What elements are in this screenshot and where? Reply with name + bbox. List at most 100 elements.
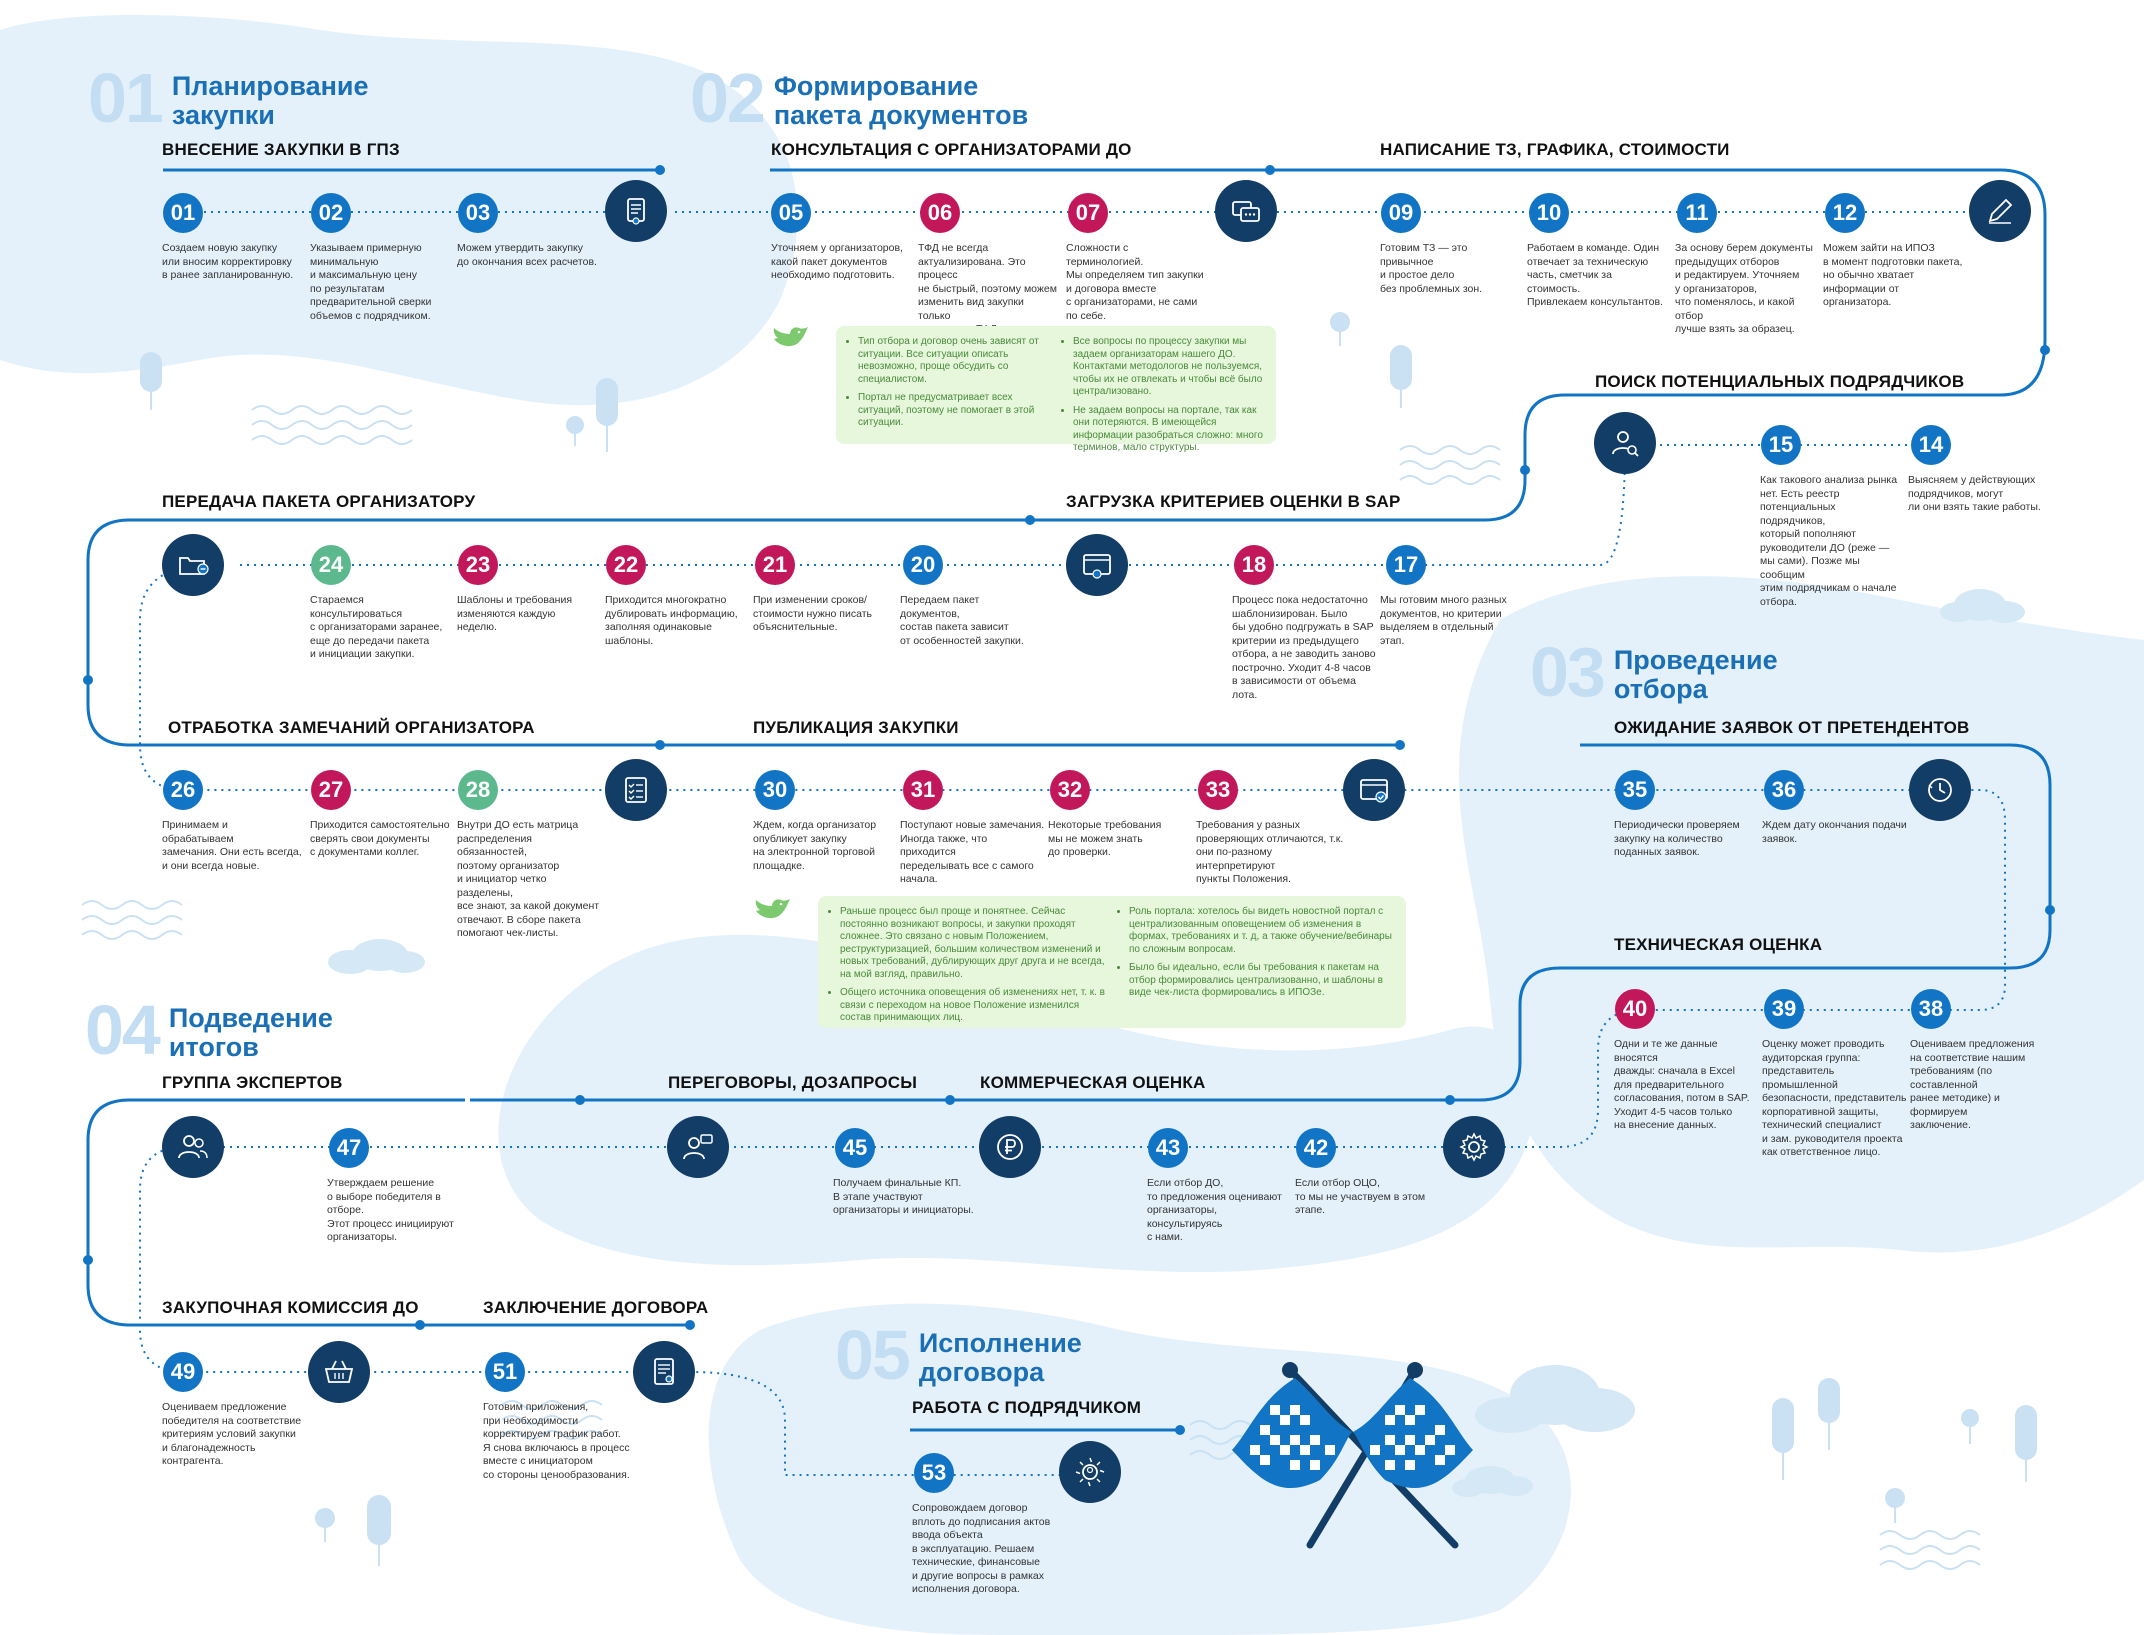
pen-icon xyxy=(1969,180,2031,242)
step-49-desc: Оцениваем предложение победителя на соот… xyxy=(162,1401,302,1467)
step-30-desc: Ждем, когда организатор опубликует закуп… xyxy=(753,819,877,872)
step-32-desc: Некоторые требования мы не можем знать д… xyxy=(1048,819,1162,858)
step-10: 10 xyxy=(1529,193,1569,233)
step-28-desc: Внутри ДО есть матрица распределения обя… xyxy=(457,819,600,939)
step-33: 33 xyxy=(1198,770,1238,810)
step-23-desc: Шаблоны и требования изменяются каждую н… xyxy=(457,594,573,633)
step-01: 01 xyxy=(163,193,203,233)
section-negot: ПЕРЕГОВОРЫ, ДОЗАПРОСЫ xyxy=(668,1073,918,1092)
step-11-desc: За основу берем документы предыдущих отб… xyxy=(1675,242,1813,335)
step-45-desc: Получаем финальные КП. В этапе участвуют… xyxy=(833,1177,974,1216)
section-tz: НАПИСАНИЕ ТЗ, ГРАФИКА, СТОИМОСТИ xyxy=(1380,140,1730,159)
section-commission: ЗАКУПОЧНАЯ КОМИССИЯ ДО xyxy=(162,1298,419,1317)
step-36: 36 xyxy=(1764,770,1804,810)
section-experts: ГРУППА ЭКСПЕРТОВ xyxy=(162,1073,343,1092)
step-05-desc: Уточняем у организаторов, какой пакет до… xyxy=(771,242,903,281)
step-06: 06 xyxy=(920,193,960,233)
step-14: 14 xyxy=(1911,425,1951,465)
step-22: 22 xyxy=(606,545,646,585)
step-15: 15 xyxy=(1761,425,1801,465)
tree xyxy=(1390,345,1412,408)
step-33-desc: Требования у разных проверяющих отличают… xyxy=(1196,819,1344,885)
step-24: 24 xyxy=(311,545,351,585)
phase-01-title: 01 Планирование закупки xyxy=(88,59,369,137)
ruble-icon xyxy=(979,1116,1041,1178)
phase-03-title: 03 Проведение отбора xyxy=(1530,633,1778,711)
step-24-desc: Стараемся консультироваться с организато… xyxy=(310,594,443,660)
step-27: 27 xyxy=(311,770,351,810)
section-transfer: ПЕРЕДАЧА ПАКЕТА ОРГАНИЗАТОРУ xyxy=(162,492,476,511)
section-gpz: ВНЕСЕНИЕ ЗАКУПКИ В ГПЗ xyxy=(162,140,400,159)
step-26-desc: Принимаем и обрабатываем замечания. Они … xyxy=(162,819,302,872)
chat-icon xyxy=(1215,180,1277,242)
step-21: 21 xyxy=(755,545,795,585)
step-35: 35 xyxy=(1615,770,1655,810)
cloud xyxy=(1475,1365,1635,1433)
browser-check-icon xyxy=(1343,759,1405,821)
negotiation-person-icon xyxy=(667,1116,729,1178)
cloud xyxy=(1452,1466,1533,1497)
note-item: Раньше процесс был проще и понятнее. Сей… xyxy=(840,906,1105,981)
step-26: 26 xyxy=(163,770,203,810)
step-27-desc: Приходится самостоятельно сверять свои д… xyxy=(310,819,450,858)
blob-phase-04 xyxy=(498,934,1536,1273)
step-09: 09 xyxy=(1381,193,1421,233)
step-53: 53 xyxy=(914,1453,954,1493)
note-item: Тип отбора и договор очень зависят от си… xyxy=(858,336,1049,386)
section-consult: КОНСУЛЬТАЦИЯ С ОРГАНИЗАТОРАМИ ДО xyxy=(771,140,1132,159)
section-sap: ЗАГРУЗКА КРИТЕРИЕВ ОЦЕНКИ В SAP xyxy=(1066,492,1401,511)
checklist-icon xyxy=(605,759,667,821)
note-publish: Раньше процесс был проще и понятнее. Сей… xyxy=(818,896,1406,1028)
bird-icon xyxy=(755,899,790,919)
step-07: 07 xyxy=(1068,193,1108,233)
search-person-icon xyxy=(1594,412,1656,474)
step-49: 49 xyxy=(163,1352,203,1392)
step-03-desc: Можем утвердить закупку до окончания все… xyxy=(457,242,597,268)
tree xyxy=(140,352,162,410)
step-40-desc: Одни и те же данные вносятся дважды: сна… xyxy=(1614,1038,1750,1131)
step-43-desc: Если отбор ДО, то предложения оценивают … xyxy=(1147,1177,1282,1243)
blob-phase-01 xyxy=(0,15,798,406)
step-15-desc: Как такового анализа рынка нет. Есть рее… xyxy=(1760,474,1898,608)
note-publish-left: Раньше процесс был проще и понятнее. Сей… xyxy=(830,906,1105,1023)
step-07-desc: Сложности с терминологией. Мы определяем… xyxy=(1066,242,1204,322)
step-12: 12 xyxy=(1825,193,1865,233)
step-17: 17 xyxy=(1386,545,1426,585)
step-42: 42 xyxy=(1296,1128,1336,1168)
step-39-desc: Оценку может проводить аудиторская групп… xyxy=(1762,1038,1907,1158)
step-43: 43 xyxy=(1148,1128,1188,1168)
gear-icon xyxy=(1443,1116,1505,1178)
document-icon xyxy=(605,180,667,242)
blob-phase-05 xyxy=(708,1303,1571,1635)
step-17-desc: Мы готовим много разных документов, но к… xyxy=(1380,594,1507,647)
step-02: 02 xyxy=(311,193,351,233)
step-51-desc: Готовим приложения, при необходимости ко… xyxy=(483,1401,630,1481)
note-item: Портал не предусматривает всех ситуаций,… xyxy=(858,392,1049,430)
step-28: 28 xyxy=(458,770,498,810)
handshake-icon xyxy=(1059,1441,1121,1503)
cloud xyxy=(1940,589,2025,623)
step-42-desc: Если отбор ОЦО, то мы не участвуем в это… xyxy=(1295,1177,1426,1216)
step-53-desc: Сопровождаем договор вплоть до подписани… xyxy=(912,1502,1051,1595)
note-publish-right: Роль портала: хотелось бы видеть новостн… xyxy=(1119,906,1394,1018)
note-item: Не задаем вопросы на портале, так как он… xyxy=(1073,405,1264,455)
tree xyxy=(1772,1378,2037,1523)
step-11: 11 xyxy=(1677,193,1717,233)
step-47-desc: Утверждаем решение о выборе победителя в… xyxy=(327,1177,454,1243)
section-tech: ТЕХНИЧЕСКАЯ ОЦЕНКА xyxy=(1614,935,1823,954)
cloud xyxy=(328,939,425,974)
experts-icon xyxy=(162,1116,224,1178)
step-51: 51 xyxy=(485,1352,525,1392)
step-20-desc: Передаем пакет документов, состав пакета… xyxy=(900,594,1024,647)
section-search: ПОИСК ПОТЕНЦИАЛЬНЫХ ПОДРЯДЧИКОВ xyxy=(1595,372,1965,391)
section-waiting: ОЖИДАНИЕ ЗАЯВОК ОТ ПРЕТЕНДЕНТОВ xyxy=(1614,718,1970,737)
contract-icon xyxy=(633,1341,695,1403)
step-30: 30 xyxy=(755,770,795,810)
step-39: 39 xyxy=(1764,989,1804,1029)
step-38-desc: Оцениваем предложения на соответствие на… xyxy=(1910,1038,2035,1131)
section-publish: ПУБЛИКАЦИЯ ЗАКУПКИ xyxy=(753,718,959,737)
note-item: Общего источника оповещения об изменения… xyxy=(840,987,1105,1025)
step-10-desc: Работаем в команде. Один отвечает за тех… xyxy=(1527,242,1663,308)
